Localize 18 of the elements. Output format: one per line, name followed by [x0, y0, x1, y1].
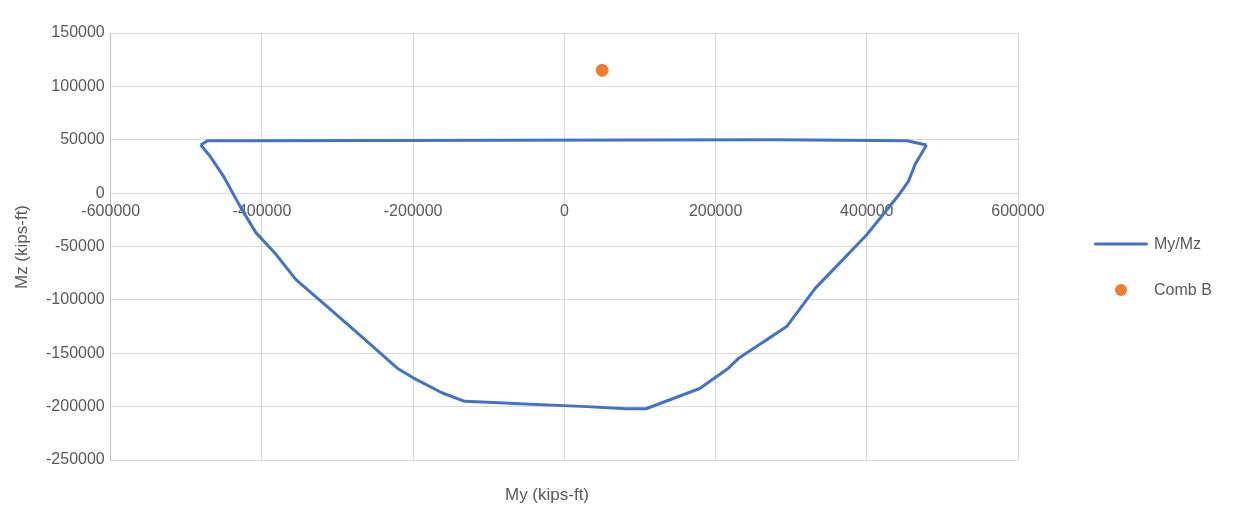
y-tick-label: -50000: [54, 236, 105, 254]
y-tick-label: 50000: [60, 130, 105, 148]
x-tick-label: 600000: [991, 202, 1045, 220]
y-tick-label: 100000: [51, 76, 105, 94]
x-tick-label: 200000: [688, 202, 743, 220]
y-tick-label: -100000: [46, 290, 105, 308]
x-tick-label: 0: [559, 202, 569, 220]
y-tick-label: 150000: [51, 23, 105, 41]
legend-label: Comb B: [1154, 281, 1212, 299]
y-tick-label: -200000: [46, 397, 105, 415]
x-axis-title: My (kips-ft): [504, 485, 590, 505]
x-tick-label: -200000: [383, 202, 443, 220]
legend-label: My/Mz: [1154, 235, 1202, 253]
y-tick-label: -150000: [46, 343, 105, 361]
y-tick-label: -250000: [46, 450, 105, 468]
y-axis-title: Mz (kips-ft): [12, 204, 32, 290]
x-tick-label: -600000: [81, 202, 141, 220]
y-tick-label: 0: [95, 183, 105, 201]
